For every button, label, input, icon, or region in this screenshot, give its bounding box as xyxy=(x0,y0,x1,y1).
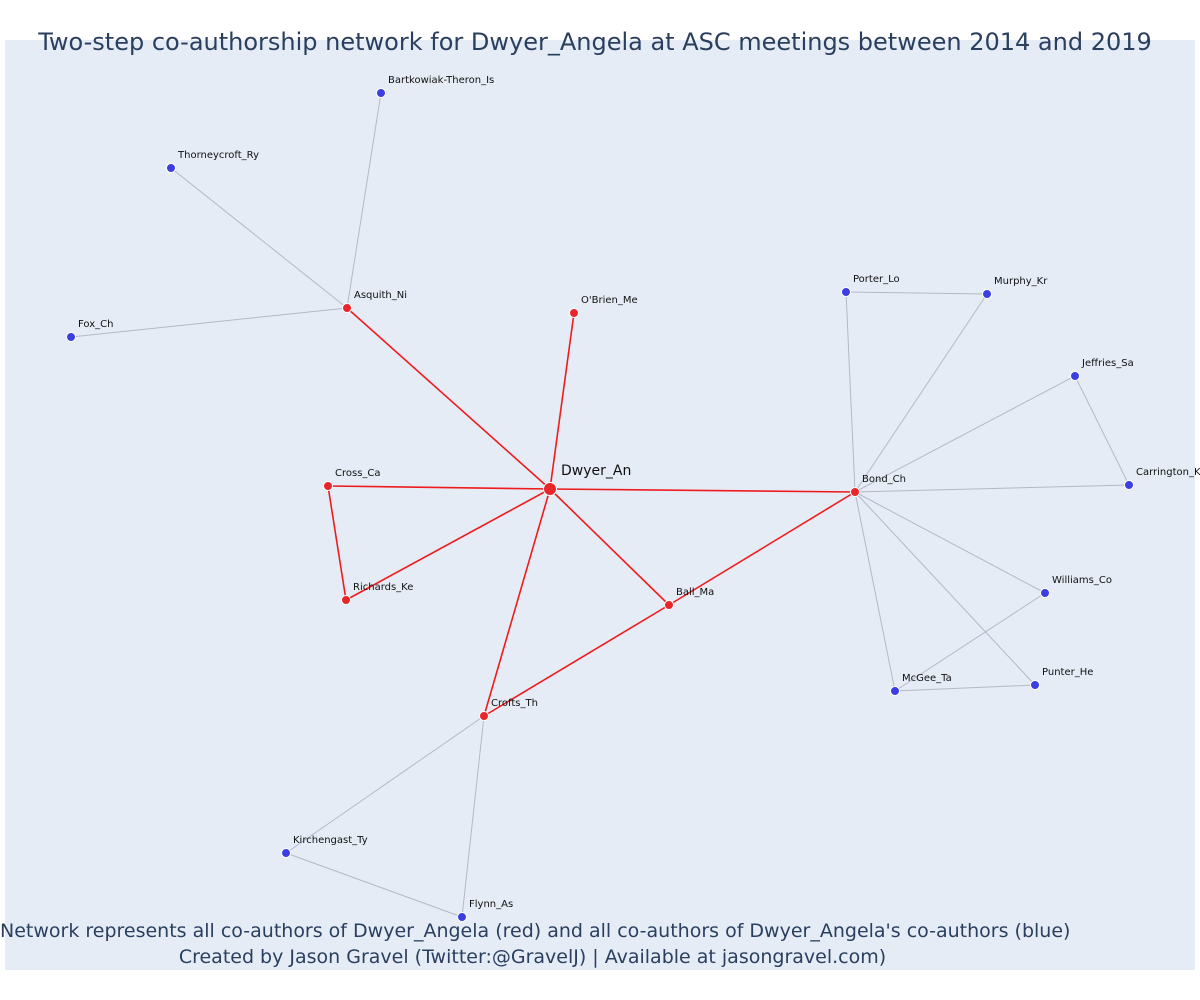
node-label-dwyer-an: Dwyer_An xyxy=(561,463,631,479)
edge-kirchengast-ty-flynn-as xyxy=(285,852,463,918)
node-punter-he[interactable] xyxy=(1030,680,1040,690)
edge-cross-ca-richards-ke xyxy=(327,485,347,601)
node-label-richards-ke: Richards_Ke xyxy=(353,582,413,593)
edge-bond-ch-carrington-k xyxy=(854,484,1130,493)
node-label-flynn-as: Flynn_As xyxy=(469,899,513,910)
edge-bond-ch-jeffries-sa xyxy=(854,375,1076,493)
edge-dwyer-an-asquith-ni xyxy=(346,307,551,490)
node-porter-lo[interactable] xyxy=(841,287,851,297)
node-williams-co[interactable] xyxy=(1040,588,1050,598)
node-carrington-k[interactable] xyxy=(1124,480,1134,490)
node-mcgee-ta[interactable] xyxy=(890,686,900,696)
labels-layer: Dwyer_An Asquith_Ni O'Brien_Me Cross_Ca Rich… xyxy=(78,75,1200,910)
node-label-ball-ma: Ball_Ma xyxy=(676,587,714,598)
edge-dwyer-an-richards-ke xyxy=(345,488,551,601)
node-kirchengast-ty[interactable] xyxy=(281,848,291,858)
node-richards-ke[interactable] xyxy=(341,595,351,605)
node-label-williams-co: Williams_Co xyxy=(1052,575,1112,586)
node-label-carrington-k: Carrington_K xyxy=(1136,467,1200,478)
node-label-mcgee-ta: McGee_Ta xyxy=(902,673,952,684)
node-label-thorneycroft-ry: Thorneycroft_Ry xyxy=(177,150,259,161)
edge-dwyer-an-obrien-me xyxy=(549,312,575,490)
node-label-porter-lo: Porter_Lo xyxy=(853,274,900,285)
node-cross-ca[interactable] xyxy=(323,481,333,491)
caption-line-1: Network represents all co-authors of Dwy… xyxy=(0,920,1071,942)
node-bond-ch[interactable] xyxy=(850,487,860,497)
node-label-punter-he: Punter_He xyxy=(1042,667,1093,678)
edge-bond-ch-williams-co xyxy=(854,491,1046,594)
node-crofts-th[interactable] xyxy=(479,711,489,721)
node-label-bond-ch: Bond_Ch xyxy=(862,474,906,485)
node-label-bartkowiak-theron-is: Bartkowiak-Theron_Is xyxy=(388,75,494,86)
node-label-kirchengast-ty: Kirchengast_Ty xyxy=(293,835,368,846)
node-label-crofts-th: Crofts_Th xyxy=(491,698,538,709)
node-thorneycroft-ry[interactable] xyxy=(166,163,176,173)
node-label-murphy-kr: Murphy_Kr xyxy=(994,276,1048,287)
node-bartkowiak-theron-is[interactable] xyxy=(376,88,386,98)
edge-dwyer-an-ball-ma xyxy=(549,488,670,606)
nodes-layer xyxy=(66,88,1134,922)
edge-dwyer-an-cross-ca xyxy=(327,485,551,490)
node-label-obrien-me: O'Brien_Me xyxy=(581,295,638,306)
chart-caption: Network represents all co-authors of Dwy… xyxy=(0,918,1071,970)
edge-bond-ch-porter-lo xyxy=(845,291,856,493)
node-murphy-kr[interactable] xyxy=(982,289,992,299)
edge-bond-ch-punter-he xyxy=(854,491,1036,686)
edge-asquith-ni-thorneycroft-ry xyxy=(170,167,348,309)
edge-ball-ma-crofts-th xyxy=(483,604,670,717)
edges-layer xyxy=(70,92,1130,918)
node-label-cross-ca: Cross_Ca xyxy=(335,468,381,479)
edge-williams-co-mcgee-ta xyxy=(894,592,1046,692)
edge-dwyer-an-bond-ch xyxy=(549,488,856,493)
node-dwyer-an[interactable] xyxy=(543,482,557,496)
node-obrien-me[interactable] xyxy=(569,308,579,318)
node-ball-ma[interactable] xyxy=(664,600,674,610)
node-flynn-as[interactable] xyxy=(457,912,467,922)
edge-jeffries-sa-carrington-k xyxy=(1074,375,1130,486)
node-asquith-ni[interactable] xyxy=(342,303,352,313)
edge-ball-ma-bond-ch xyxy=(668,491,856,606)
node-label-jeffries-sa: Jeffries_Sa xyxy=(1081,358,1134,369)
edge-bond-ch-mcgee-ta xyxy=(854,491,896,692)
edge-dwyer-an-crofts-th xyxy=(483,488,551,717)
edge-crofts-th-flynn-as xyxy=(461,715,485,918)
node-label-asquith-ni: Asquith_Ni xyxy=(354,290,407,301)
edge-porter-lo-murphy-kr xyxy=(845,291,988,295)
edge-crofts-th-kirchengast-ty xyxy=(285,715,485,854)
edge-asquith-ni-bartkowiak-theron-is xyxy=(346,92,382,309)
node-jeffries-sa[interactable] xyxy=(1070,371,1080,381)
node-label-fox-ch: Fox_Ch xyxy=(78,319,113,330)
edge-bond-ch-murphy-kr xyxy=(854,293,988,493)
edge-mcgee-ta-punter-he xyxy=(894,684,1036,692)
network-plot-area xyxy=(5,40,1195,970)
chart-title: Two-step co-authorship network for Dwyer… xyxy=(38,28,1152,56)
edge-asquith-ni-fox-ch xyxy=(70,307,348,338)
caption-line-2: Created by Jason Gravel (Twitter:@Gravel… xyxy=(178,946,887,968)
node-fox-ch[interactable] xyxy=(66,332,76,342)
